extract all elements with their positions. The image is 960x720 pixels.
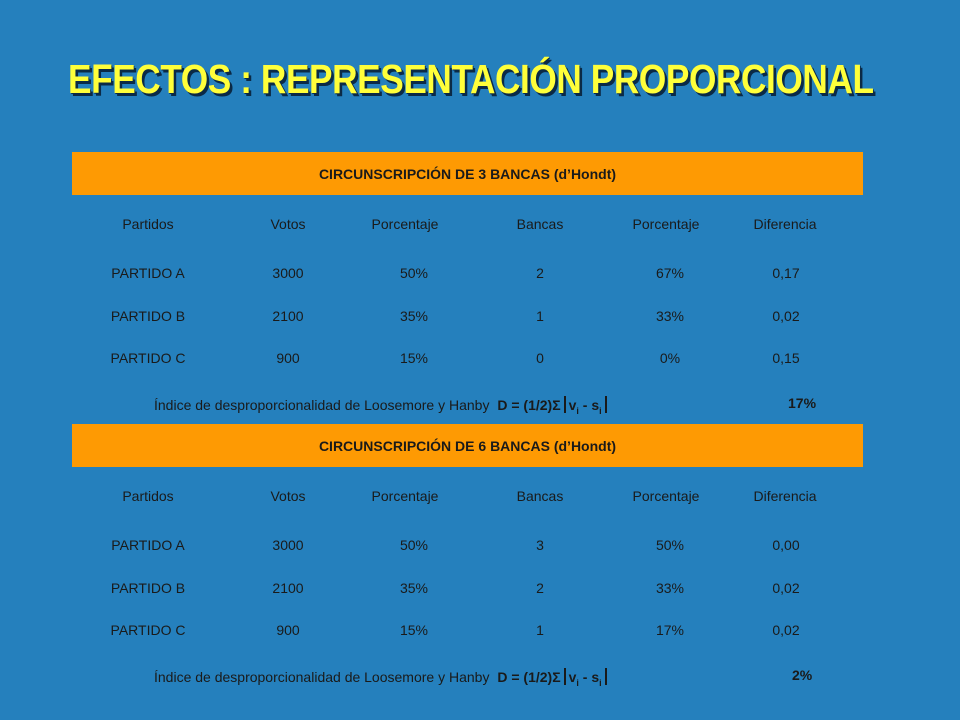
section-header-6-bancas: CIRCUNSCRIPCIÓN DE 6 BANCAS (d’Hondt) bbox=[72, 424, 863, 467]
column-header-votos: Votos bbox=[270, 216, 306, 232]
column-header-bancas: Bancas bbox=[516, 216, 564, 232]
vote-share: 35% bbox=[399, 580, 429, 596]
index-formula: D = (1/2)Σ vi - si bbox=[497, 396, 609, 416]
party-name: PARTIDO A bbox=[111, 537, 185, 553]
seat-share: 0% bbox=[659, 350, 681, 366]
index-label: Índice de desproporcionalidad de Loosemo… bbox=[154, 669, 490, 685]
seats: 1 bbox=[536, 622, 544, 638]
seats: 3 bbox=[536, 537, 544, 553]
votes: 2100 bbox=[272, 308, 304, 324]
difference: 0,02 bbox=[772, 580, 800, 596]
seats: 0 bbox=[536, 350, 544, 366]
section-header-3-bancas: CIRCUNSCRIPCIÓN DE 3 BANCAS (d’Hondt) bbox=[72, 152, 863, 195]
seat-share: 33% bbox=[655, 580, 685, 596]
difference: 0,02 bbox=[772, 308, 800, 324]
column-header-partidos: Partidos bbox=[122, 216, 174, 232]
seat-share: 17% bbox=[655, 622, 685, 638]
votes: 900 bbox=[276, 350, 300, 366]
vote-share: 15% bbox=[399, 350, 429, 366]
column-header-porcentaje-votos: Porcentaje bbox=[371, 216, 439, 232]
seat-share: 50% bbox=[655, 537, 685, 553]
party-name: PARTIDO B bbox=[110, 308, 186, 324]
column-header-bancas: Bancas bbox=[516, 488, 564, 504]
party-name: PARTIDO B bbox=[110, 580, 186, 596]
column-header-porcentaje-bancas: Porcentaje bbox=[632, 216, 700, 232]
vote-share: 50% bbox=[399, 537, 429, 553]
votes: 2100 bbox=[272, 580, 304, 596]
seat-share: 67% bbox=[655, 265, 685, 281]
column-header-diferencia: Diferencia bbox=[753, 488, 817, 504]
seats: 1 bbox=[536, 308, 544, 324]
difference: 0,15 bbox=[772, 350, 800, 366]
index-label: Índice de desproporcionalidad de Loosemo… bbox=[154, 397, 490, 413]
disproportionality-index-line: Índice de desproporcionalidad de Loosemo… bbox=[154, 668, 610, 688]
column-header-diferencia: Diferencia bbox=[753, 216, 817, 232]
votes: 900 bbox=[276, 622, 300, 638]
vote-share: 35% bbox=[399, 308, 429, 324]
difference: 0,17 bbox=[772, 265, 800, 281]
column-header-partidos: Partidos bbox=[122, 488, 174, 504]
party-name: PARTIDO A bbox=[111, 265, 185, 281]
vote-share: 50% bbox=[399, 265, 429, 281]
index-result: 17% bbox=[788, 395, 817, 411]
slide-title: EFECTOS : REPRESENTACIÓN PROPORCIONAL bbox=[68, 56, 874, 102]
vote-share: 15% bbox=[399, 622, 429, 638]
votes: 3000 bbox=[272, 537, 304, 553]
column-header-votos: Votos bbox=[270, 488, 306, 504]
difference: 0,00 bbox=[772, 537, 800, 553]
column-header-porcentaje-bancas: Porcentaje bbox=[632, 488, 700, 504]
party-name: PARTIDO C bbox=[110, 622, 186, 638]
votes: 3000 bbox=[272, 265, 304, 281]
seats: 2 bbox=[536, 265, 544, 281]
disproportionality-index-line: Índice de desproporcionalidad de Loosemo… bbox=[154, 396, 610, 416]
party-name: PARTIDO C bbox=[110, 350, 186, 366]
seats: 2 bbox=[536, 580, 544, 596]
column-header-porcentaje-votos: Porcentaje bbox=[371, 488, 439, 504]
seat-share: 33% bbox=[655, 308, 685, 324]
difference: 0,02 bbox=[772, 622, 800, 638]
index-formula: D = (1/2)Σ vi - si bbox=[497, 668, 609, 688]
index-result: 2% bbox=[792, 667, 813, 683]
